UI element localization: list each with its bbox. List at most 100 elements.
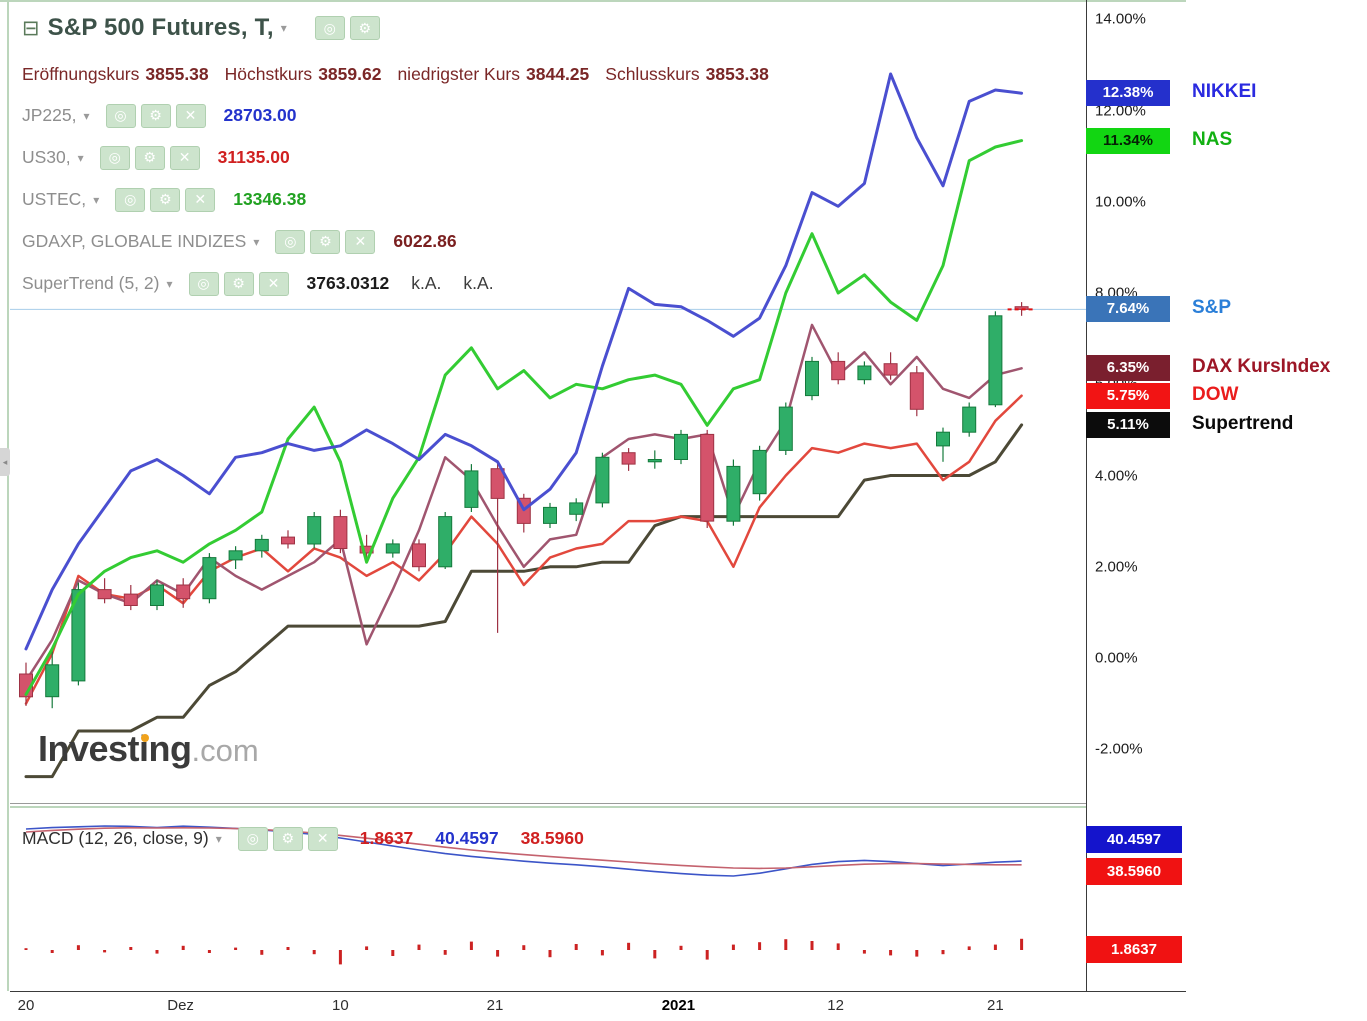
macd-panel[interactable]: MACD (12, 26, close, 9) ▾ ◎ ⚙ ✕ 1.8637 40.4… bbox=[10, 810, 1086, 988]
indicator-icons-us30: ◎ ⚙ ✕ bbox=[99, 145, 200, 170]
candle bbox=[307, 512, 322, 549]
close-icon[interactable]: ✕ bbox=[258, 271, 289, 296]
candle bbox=[543, 502, 557, 528]
candle bbox=[674, 429, 688, 465]
index-label-nikkei: NIKKEI bbox=[1192, 81, 1257, 103]
index-label-dow: DOW bbox=[1192, 383, 1239, 405]
indicator-row-jp225: JP225, ▾ ◎ ⚙ ✕ 28703.00 bbox=[22, 103, 785, 128]
macd-histogram-bar bbox=[365, 946, 369, 950]
time-scale[interactable]: 20 Dez 10 21 2021 12 21 bbox=[0, 997, 1190, 1019]
close-icon[interactable]: ✕ bbox=[307, 826, 338, 851]
chevron-down-icon[interactable]: ▾ bbox=[93, 192, 100, 207]
eye-icon[interactable]: ◎ bbox=[115, 187, 146, 212]
macd-indicator-label: MACD (12, 26, close, 9) bbox=[22, 828, 209, 848]
gear-icon[interactable]: ⚙ bbox=[150, 187, 181, 212]
price-chart-canvas[interactable] bbox=[10, 2, 1086, 802]
macd-histogram-bar bbox=[705, 950, 709, 960]
macd-chart-canvas[interactable] bbox=[10, 810, 1086, 988]
macd-histogram-bar bbox=[653, 950, 657, 959]
chevron-down-icon[interactable]: ▾ bbox=[83, 108, 90, 123]
macd-histogram-bar bbox=[103, 950, 107, 953]
gear-icon[interactable]: ⚙ bbox=[272, 826, 303, 851]
ohlc-item: Eröffnungskurs 3855.38 bbox=[22, 64, 209, 85]
candle bbox=[45, 651, 60, 709]
macd-histogram-bar bbox=[810, 941, 814, 950]
candle bbox=[621, 448, 636, 471]
macd-values: 1.8637 40.4597 38.5960 bbox=[338, 828, 584, 849]
macd-histogram-bar bbox=[155, 950, 159, 954]
macd-histogram-bar bbox=[24, 948, 28, 950]
close-icon[interactable]: ✕ bbox=[185, 187, 216, 212]
price-tick: 0.00% bbox=[1095, 649, 1138, 667]
macd-histogram-bar bbox=[941, 950, 945, 955]
indicator-row-supertrend: SuperTrend (5, 2) ▾ ◎ ⚙ ✕ 3763.0312 k.A. k.A. bbox=[22, 271, 785, 296]
candle bbox=[909, 366, 924, 417]
frame-line-left bbox=[7, 0, 9, 991]
eye-icon[interactable]: ◎ bbox=[105, 103, 136, 128]
eye-icon[interactable]: ◎ bbox=[99, 145, 130, 170]
chevron-down-icon[interactable]: ▾ bbox=[77, 150, 84, 165]
close-icon[interactable]: ✕ bbox=[175, 103, 206, 128]
price-tick: 12.00% bbox=[1095, 102, 1146, 119]
main-chart-panel[interactable]: ⊟ S&P 500 Futures, T, ▾ ◎ ⚙ Eröffnungskur… bbox=[0, 2, 1086, 802]
macd-histogram-bar bbox=[469, 941, 473, 950]
eye-icon[interactable]: ◎ bbox=[237, 826, 268, 851]
macd-histogram-bar bbox=[836, 943, 840, 950]
eye-icon[interactable]: ◎ bbox=[314, 16, 345, 40]
indicator-label-jp225: JP225, bbox=[22, 105, 77, 125]
candle bbox=[962, 402, 977, 437]
close-icon[interactable]: ✕ bbox=[345, 229, 376, 254]
macd-histogram-bar bbox=[312, 950, 316, 955]
panel-divider-line bbox=[10, 803, 1086, 804]
eye-icon[interactable]: ◎ bbox=[275, 229, 306, 254]
collapse-panel-icon[interactable]: ⊟ bbox=[22, 16, 40, 40]
candle bbox=[883, 352, 898, 380]
chart-title-row: ⊟ S&P 500 Futures, T, ▾ ◎ ⚙ bbox=[22, 10, 785, 46]
series-line-nikkei bbox=[24, 72, 1024, 651]
candle bbox=[936, 427, 950, 462]
macd-histogram-bar bbox=[627, 942, 631, 950]
price-tick: -2.00% bbox=[1095, 740, 1143, 758]
macd-histogram-bar bbox=[993, 944, 997, 950]
gear-icon[interactable]: ⚙ bbox=[134, 145, 165, 170]
indicator-rows: JP225, ▾ ◎ ⚙ ✕ 28703.00 US30, ▾ ◎ ⚙ ✕ 31135.00 USTEC… bbox=[22, 103, 785, 296]
scroll-left-handle[interactable]: ◂ bbox=[0, 448, 10, 476]
indicator-value-gdaxp: 6022.86 bbox=[393, 231, 457, 251]
gear-icon[interactable]: ⚙ bbox=[140, 103, 171, 128]
eye-icon[interactable]: ◎ bbox=[188, 271, 219, 296]
indicator-row-gdaxp: GDAXP, GLOBALE INDIZES ▾ ◎ ⚙ ✕ 6022.86 bbox=[22, 229, 785, 254]
series-line-dow bbox=[24, 394, 1023, 705]
gear-icon[interactable]: ⚙ bbox=[310, 229, 341, 254]
macd-header-row: MACD (12, 26, close, 9) ▾ ◎ ⚙ ✕ 1.8637 40.4… bbox=[22, 826, 584, 851]
candle bbox=[805, 356, 819, 401]
time-tick: 2021 bbox=[661, 997, 696, 1014]
watermark-brand: Investing bbox=[38, 728, 192, 769]
chevron-down-icon[interactable]: ▾ bbox=[253, 234, 260, 249]
macd-histogram-bar bbox=[574, 944, 578, 950]
indicator-value-ustec: 13346.38 bbox=[233, 189, 307, 209]
candle bbox=[385, 539, 400, 558]
investing-watermark: Investing.com bbox=[38, 728, 259, 770]
gear-icon[interactable]: ⚙ bbox=[223, 271, 254, 296]
chevron-down-icon[interactable]: ▾ bbox=[280, 21, 287, 35]
candle bbox=[831, 352, 846, 385]
chevron-down-icon[interactable]: ▾ bbox=[215, 831, 222, 846]
gear-icon[interactable]: ⚙ bbox=[349, 16, 380, 40]
chart-title-icons: ◎ ⚙ bbox=[314, 16, 380, 40]
chevron-down-icon[interactable]: ▾ bbox=[166, 276, 173, 291]
index-label-nas: NAS bbox=[1192, 128, 1233, 150]
macd-tag-40.4597: 40.4597 bbox=[1086, 826, 1182, 853]
macd-histogram-bar bbox=[286, 947, 290, 950]
ohlc-value: 3853.38 bbox=[705, 63, 769, 84]
indicator-value-us30: 31135.00 bbox=[217, 147, 290, 167]
macd-histogram-bar bbox=[50, 950, 54, 953]
chart-title: S&P 500 Futures, T, bbox=[47, 14, 274, 41]
macd-histogram-bar bbox=[600, 950, 604, 956]
macd-histogram-bar bbox=[338, 950, 342, 965]
candle bbox=[254, 534, 269, 558]
macd-histogram-bar bbox=[181, 945, 185, 950]
close-icon[interactable]: ✕ bbox=[169, 145, 200, 170]
macd-readout: 38.5960 bbox=[520, 828, 584, 848]
candle bbox=[333, 509, 348, 554]
